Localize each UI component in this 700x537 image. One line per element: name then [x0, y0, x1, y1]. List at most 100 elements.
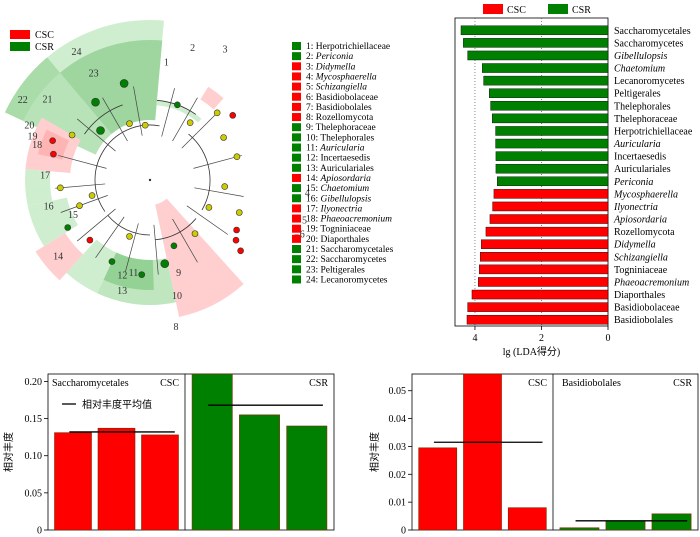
tree-branch: [193, 155, 242, 169]
taxa-key-label: 13: Auriculariales: [306, 164, 374, 174]
clade-shade-chaetomium: [27, 197, 78, 247]
clade-node: [68, 131, 76, 139]
taxa-key-name: Thelephorales: [320, 133, 374, 143]
taxon-title: Basidiobolales: [562, 378, 621, 389]
y-tick-label: 0.10: [25, 451, 43, 462]
group-label: CSC: [160, 378, 179, 389]
y-tick-label: 0.20: [25, 377, 43, 388]
lda-legend-label: CSR: [572, 5, 591, 16]
clade-shade-apiosordaria: [35, 232, 84, 281]
clade-node: [126, 120, 133, 127]
lda-category-label: Basidiobolaceae: [614, 303, 680, 314]
taxa-key-number: 8:: [306, 113, 316, 123]
taxa-key-swatch: [292, 133, 301, 142]
lda-bar: [467, 50, 609, 61]
taxa-key-name: Didymella: [315, 62, 356, 72]
clade-node: [64, 224, 72, 231]
lda-bar: [485, 226, 609, 237]
clade-node: [233, 153, 241, 161]
clade-node: [233, 226, 240, 234]
taxa-key-name: Togniniaceae: [320, 225, 371, 235]
taxa-key-swatch: [292, 245, 301, 253]
group-label: CSC: [528, 378, 547, 389]
clade-node: [119, 79, 129, 88]
taxa-key-name: Phaeoacremonium: [320, 215, 393, 225]
lda-category-label: Peltigerales: [614, 89, 661, 100]
taxa-key-name: Thelephoraceae: [316, 123, 376, 133]
abundance-bar: [418, 447, 458, 531]
lda-bar: [492, 201, 609, 212]
legend-swatch: [10, 30, 30, 39]
clade-node: [57, 184, 64, 192]
group-label: CSR: [309, 378, 328, 389]
clade-number-label: 6: [300, 230, 305, 241]
taxa-key-swatch: [292, 113, 301, 122]
abundance-bar: [54, 432, 92, 531]
clade-node: [235, 209, 243, 216]
lda-category-label: Apiosordaria: [613, 215, 667, 226]
taxa-key-name: Incertaesedis: [321, 154, 371, 164]
tree-arc: [84, 104, 123, 135]
taxa-key-number: 3:: [306, 62, 316, 72]
taxon-title: Saccharomycetales: [52, 378, 129, 389]
taxa-key-swatch: [292, 275, 301, 284]
taxa-key-name: Saccharomycetales: [321, 245, 394, 255]
tree-branch: [186, 205, 229, 235]
tree-branch: [77, 208, 116, 242]
lda-category-label: Mycosphaerella: [613, 189, 678, 200]
taxa-key-name: Auricularia: [319, 144, 365, 154]
y-tick-label: 0: [37, 526, 42, 537]
clade-number-label: 9: [176, 268, 181, 279]
clade-node: [221, 183, 229, 190]
tree-branch: [194, 187, 244, 197]
abundance-bar: [463, 373, 502, 531]
taxa-key-swatch: [292, 62, 301, 71]
tree-branch: [58, 155, 107, 169]
taxa-key-swatch: [292, 153, 301, 162]
taxa-key-swatch: [292, 42, 301, 50]
taxa-key-label: 4: Mycosphaerella: [306, 72, 377, 82]
clade-number-label: 21: [43, 94, 53, 105]
lda-legend-swatch: [548, 4, 568, 14]
taxa-key-name: Ilyonectria: [320, 204, 363, 214]
bar-frame: [411, 373, 699, 531]
taxa-key-swatch: [292, 255, 301, 264]
clade-node: [205, 204, 213, 211]
clade-node: [220, 134, 227, 141]
lda-category-label: Periconia: [613, 177, 653, 188]
taxa-key-label: 18: Phaeoacremonium: [306, 215, 392, 225]
taxa-key-label: 23: Peltigerales: [306, 265, 365, 275]
clade-number-label: 1: [164, 57, 169, 68]
taxa-key-swatch: [292, 102, 301, 111]
taxa-key-label: 14: Apiosordaria: [306, 174, 371, 184]
y-tick-label: 0.05: [389, 386, 407, 397]
lda-category-label: Thelephorales: [614, 101, 671, 112]
taxa-key-name: Gibellulopsis: [321, 194, 372, 204]
clade-number-label: 16: [44, 201, 54, 212]
taxa-key-label: 8: Rozellomycota: [306, 113, 374, 123]
clade-node: [50, 150, 57, 158]
legend-label: CSR: [35, 42, 54, 53]
taxa-key-name: Basidiobolales: [316, 103, 372, 113]
taxa-key-swatch: [292, 184, 301, 193]
tree-arc: [94, 152, 106, 212]
taxa-key-number: 12:: [306, 154, 321, 164]
taxa-key-number: 20:: [306, 235, 321, 245]
abundance-bar: [605, 520, 646, 531]
taxa-key-label: 20: Diaporthales: [306, 235, 369, 245]
lda-category-label: Saccharomycetales: [614, 26, 691, 37]
y-tick-label: 0: [401, 526, 406, 537]
taxa-key-label: 15: Chaetomium: [306, 184, 369, 194]
taxa-key-label: 12: Incertaesedis: [306, 154, 370, 164]
tree-branch: [181, 112, 218, 149]
lda-category-label: Gibellulopsis: [614, 51, 667, 62]
abundance-bar: [507, 507, 547, 531]
clade-node: [232, 236, 240, 244]
mean-legend-label: 相对丰度平均值: [82, 398, 152, 411]
lda-x-axis-label: lg (LDA得分): [503, 346, 561, 358]
clade-node: [86, 236, 94, 244]
lda-legend-swatch: [483, 4, 503, 14]
clade-shade-didymella: [200, 86, 224, 110]
tree-arc: [155, 218, 197, 241]
taxa-key-number: 18:: [306, 215, 321, 225]
